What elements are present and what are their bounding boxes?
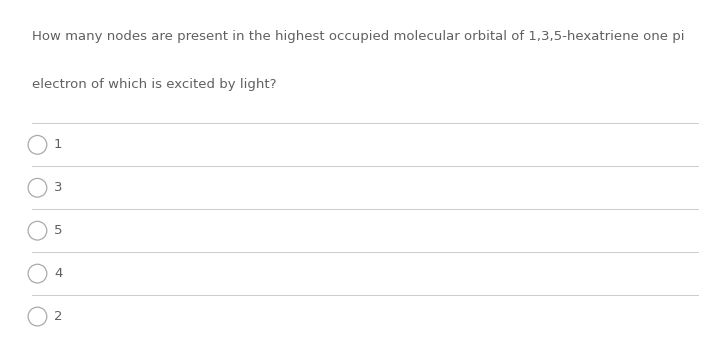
Text: 3: 3 xyxy=(54,181,63,194)
Text: How many nodes are present in the highest occupied molecular orbital of 1,3,5-he: How many nodes are present in the highes… xyxy=(32,30,685,43)
Text: electron of which is excited by light?: electron of which is excited by light? xyxy=(32,78,277,91)
Text: 1: 1 xyxy=(54,138,63,151)
Text: 5: 5 xyxy=(54,224,63,237)
Text: 2: 2 xyxy=(54,310,63,323)
Text: 4: 4 xyxy=(54,267,63,280)
